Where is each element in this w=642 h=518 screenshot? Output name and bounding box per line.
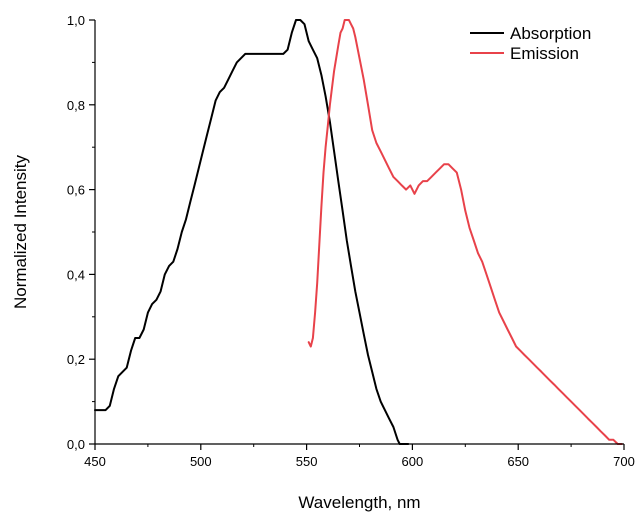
x-axis-title: Wavelength, nm xyxy=(298,493,420,512)
y-tick-label: 0,4 xyxy=(67,267,85,282)
x-tick-label: 450 xyxy=(84,454,106,469)
x-tick-label: 550 xyxy=(296,454,318,469)
x-tick-label: 650 xyxy=(507,454,529,469)
legend-box xyxy=(462,18,640,68)
axes-layer: 0,0 0,2 0,4 0,6 0,8 1,0 450 500 550 600 650 700 xyxy=(67,13,635,469)
y-tick-label: 0,6 xyxy=(67,183,85,198)
legend-label-absorption: Absorption xyxy=(510,24,591,43)
y-tick-label: 0,0 xyxy=(67,437,85,452)
x-tick-label: 700 xyxy=(613,454,635,469)
x-tick-label: 500 xyxy=(190,454,212,469)
y-tick-label: 1,0 xyxy=(67,13,85,28)
series-line-absorption xyxy=(94,19,410,445)
series-line-emission xyxy=(307,19,623,445)
x-tick-label: 600 xyxy=(402,454,424,469)
y-tick-label: 0,8 xyxy=(67,98,85,113)
y-tick-label: 0,2 xyxy=(67,352,85,367)
series-layer xyxy=(94,19,623,445)
legend-label-emission: Emission xyxy=(510,44,579,63)
y-axis-title: Normalized Intensity xyxy=(11,155,30,310)
